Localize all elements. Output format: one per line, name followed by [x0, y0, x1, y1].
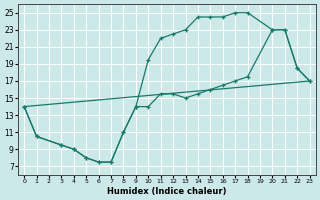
- X-axis label: Humidex (Indice chaleur): Humidex (Indice chaleur): [107, 187, 227, 196]
